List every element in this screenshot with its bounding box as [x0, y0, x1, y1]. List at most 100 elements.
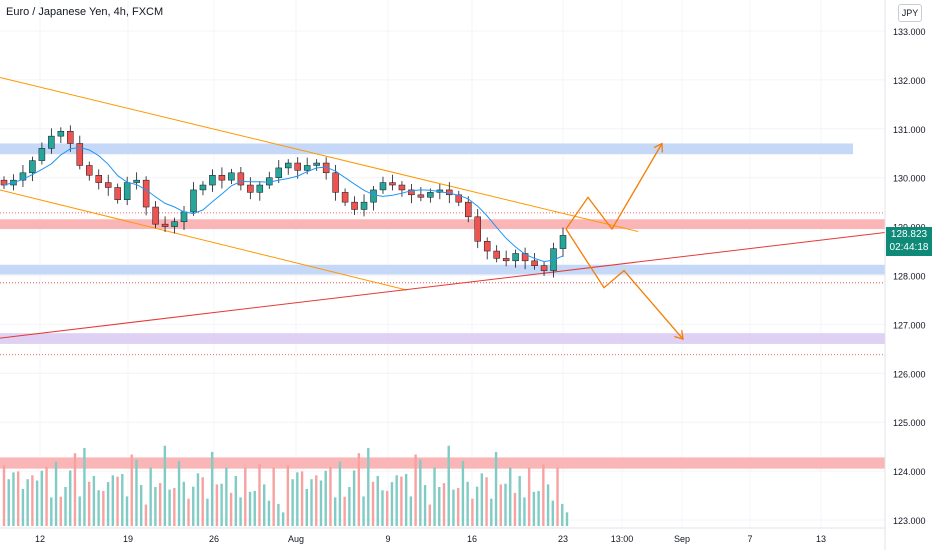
candle-body	[38, 148, 46, 161]
volume-bar	[267, 500, 271, 526]
volume-bar	[428, 504, 431, 526]
volume-bar	[220, 483, 223, 526]
candle-body	[398, 184, 406, 191]
last-price-value: 128.823	[890, 229, 928, 240]
volume-bar	[395, 475, 398, 526]
time-tick-label: 9	[385, 534, 390, 544]
volume-bar	[456, 487, 460, 526]
price-tick-label: 124.000	[893, 467, 926, 477]
volume-bar	[461, 461, 465, 526]
volume-bar	[404, 474, 408, 526]
candle-body	[294, 162, 301, 171]
volume-bar	[35, 480, 39, 526]
candle-body	[237, 172, 245, 186]
volume-bar	[272, 467, 275, 526]
candle-body	[190, 189, 197, 213]
zone-blue-0	[0, 143, 853, 155]
candle-body	[483, 241, 491, 252]
volume-bar	[206, 498, 209, 526]
volume-bar	[130, 454, 133, 526]
price-axis[interactable]: 133.000132.000131.000130.000129.000128.0…	[893, 27, 926, 526]
volume-bar	[475, 486, 479, 526]
zone-red-4	[0, 457, 885, 469]
volume-bar	[504, 483, 507, 526]
zone-blue-2	[0, 264, 885, 275]
candle-body	[417, 194, 425, 198]
time-axis[interactable]: 12 19 26 Aug 9 16 23 13:00 Sep 7 13	[35, 534, 826, 544]
volume-bar	[565, 512, 569, 526]
forecast-paths[interactable]	[565, 142, 684, 341]
volume-bar	[409, 496, 413, 526]
forecast-up-path	[565, 143, 663, 231]
volume-bar	[40, 470, 44, 526]
volume-bar	[92, 475, 96, 526]
rising-support-line	[0, 231, 886, 339]
volume-bar	[253, 490, 256, 526]
candle-body	[379, 182, 387, 191]
candle-body	[209, 175, 216, 186]
volume-bar	[196, 473, 200, 526]
volume-bar	[154, 487, 157, 526]
candle-body	[76, 143, 84, 166]
candle-body	[29, 160, 36, 174]
candle-body	[540, 265, 548, 271]
volume-bar	[277, 503, 280, 526]
currency-badge[interactable]: JPY	[898, 4, 922, 22]
volume-bar	[177, 461, 181, 526]
volume-bar	[381, 490, 384, 526]
volume-bar	[50, 497, 53, 526]
volume-bar	[291, 479, 294, 526]
price-tick-label: 131.000	[893, 125, 926, 135]
time-tick-label: 7	[747, 534, 752, 544]
candle-body	[228, 172, 235, 181]
price-tick-label: 125.000	[893, 418, 926, 428]
volume-bar	[158, 483, 162, 526]
volume-bar	[7, 479, 10, 526]
volume-bar	[296, 472, 299, 526]
volume-bar	[513, 492, 517, 526]
trendlines[interactable]	[0, 76, 886, 339]
volume-bar	[480, 473, 484, 526]
price-tick-label: 130.000	[893, 174, 926, 184]
forecast-up-path-arrowhead	[653, 142, 663, 153]
volume-bar	[310, 479, 313, 526]
volume-bar	[111, 475, 115, 526]
candle-body	[67, 130, 74, 144]
volume-bar	[187, 498, 190, 526]
candle-body	[19, 172, 27, 181]
candle-body	[531, 260, 538, 266]
volume-bar	[248, 491, 252, 526]
bar-countdown: 02:44:18	[889, 242, 929, 253]
candle-body	[180, 211, 188, 222]
volume-bar	[386, 490, 389, 526]
volume-bar	[556, 467, 559, 526]
volume-bar	[26, 479, 29, 526]
volume-bar	[362, 496, 365, 526]
grid	[0, 0, 885, 529]
time-tick-label: 23	[558, 534, 568, 544]
volume-bar	[263, 484, 266, 526]
volume-bar	[400, 476, 403, 526]
candle-body	[408, 189, 415, 196]
candle-body	[474, 216, 481, 242]
candle-body	[199, 184, 207, 191]
volume-bar	[537, 490, 540, 526]
candle-body	[351, 201, 358, 210]
candle-body	[493, 250, 500, 259]
volume-bar	[352, 470, 356, 526]
volume-bar	[438, 487, 441, 526]
volume-bar	[12, 472, 15, 526]
volume-bar	[229, 492, 233, 526]
candle-body	[123, 182, 131, 200]
volume-bar	[168, 489, 171, 526]
volume-bar	[83, 448, 86, 526]
volume-bar	[485, 477, 488, 526]
price-tick-label: 132.000	[893, 76, 926, 86]
candle-body	[171, 221, 178, 227]
volume-bar	[59, 496, 62, 526]
volume-bar	[466, 481, 469, 526]
candle-body	[284, 162, 292, 169]
volume-bar	[494, 451, 498, 526]
time-tick-label: 19	[123, 534, 133, 544]
